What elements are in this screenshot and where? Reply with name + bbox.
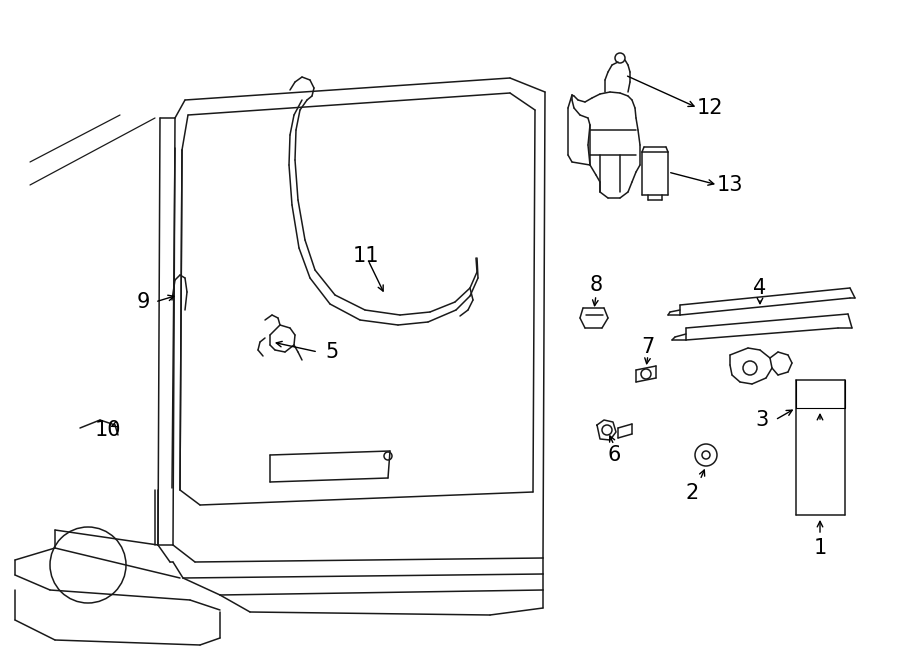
Text: 10: 10 [94, 420, 122, 440]
Text: 9: 9 [136, 292, 149, 312]
Text: 6: 6 [608, 445, 621, 465]
Text: 11: 11 [353, 246, 379, 266]
Text: 4: 4 [753, 278, 767, 298]
Text: 2: 2 [686, 483, 698, 503]
Text: 12: 12 [697, 98, 724, 118]
Text: 13: 13 [716, 175, 743, 195]
Text: 3: 3 [755, 410, 769, 430]
Text: 8: 8 [590, 275, 603, 295]
Text: 7: 7 [642, 337, 654, 357]
Text: 1: 1 [814, 538, 826, 558]
Text: 5: 5 [326, 342, 338, 362]
